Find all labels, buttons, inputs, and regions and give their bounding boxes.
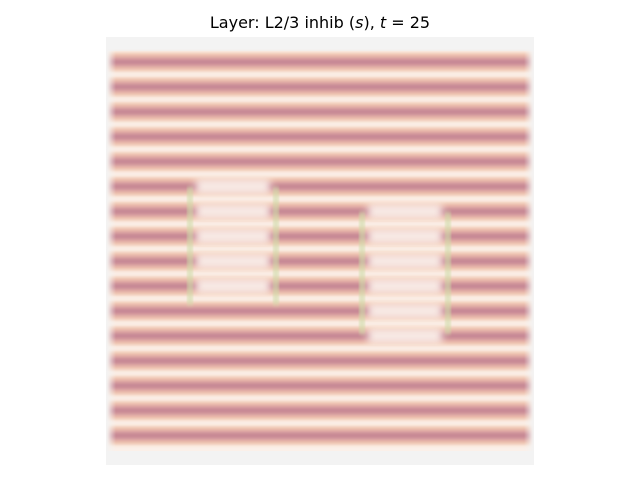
stripe <box>108 129 532 144</box>
patch-stripe-highlight <box>368 253 442 270</box>
patch-edge <box>187 187 193 305</box>
title-prefix: Layer: L2/3 inhib ( <box>209 13 356 32</box>
stripe <box>108 79 532 94</box>
stripe <box>108 403 532 418</box>
plot-title: Layer: L2/3 inhib (s), t = 25 <box>0 13 640 32</box>
stripe <box>108 428 532 443</box>
patch-stripe-highlight <box>196 278 270 295</box>
edge-fade-left <box>106 37 116 465</box>
patch-stripe-highlight <box>368 303 442 319</box>
stripe <box>108 328 532 343</box>
patch-stripe-highlight <box>196 178 270 195</box>
stripe <box>108 204 532 219</box>
stripe <box>108 304 532 318</box>
patch-edge <box>359 212 365 334</box>
title-t-value: 25 <box>409 13 431 32</box>
patch-stripe-highlight <box>368 327 442 344</box>
patch-stripe-highlight <box>368 203 442 220</box>
title-mid: ), <box>363 13 380 32</box>
patch-stripe-highlight <box>196 228 270 245</box>
stripe <box>108 229 532 244</box>
patch-stripe-highlight <box>196 253 270 270</box>
activity-heatmap <box>106 37 534 465</box>
stripe <box>108 378 532 393</box>
stripe <box>108 154 532 169</box>
stripe <box>108 279 532 294</box>
edge-fade-right <box>524 37 534 465</box>
bright-patch <box>359 203 451 344</box>
title-var-t: t <box>379 13 387 32</box>
stripe <box>108 353 532 368</box>
bright-patch <box>187 178 279 305</box>
patch-stripe-highlight <box>368 278 442 295</box>
title-eq: = <box>386 13 410 32</box>
patch-edge <box>273 187 279 305</box>
patch-stripe-highlight <box>196 203 270 220</box>
stripe <box>108 179 532 194</box>
title-var-s: s <box>355 13 364 32</box>
stripe <box>108 104 532 119</box>
stripe <box>108 55 532 69</box>
patch-layer <box>187 178 451 344</box>
patch-stripe-highlight <box>368 228 442 245</box>
stripe <box>108 254 532 269</box>
patch-edge <box>445 212 451 334</box>
